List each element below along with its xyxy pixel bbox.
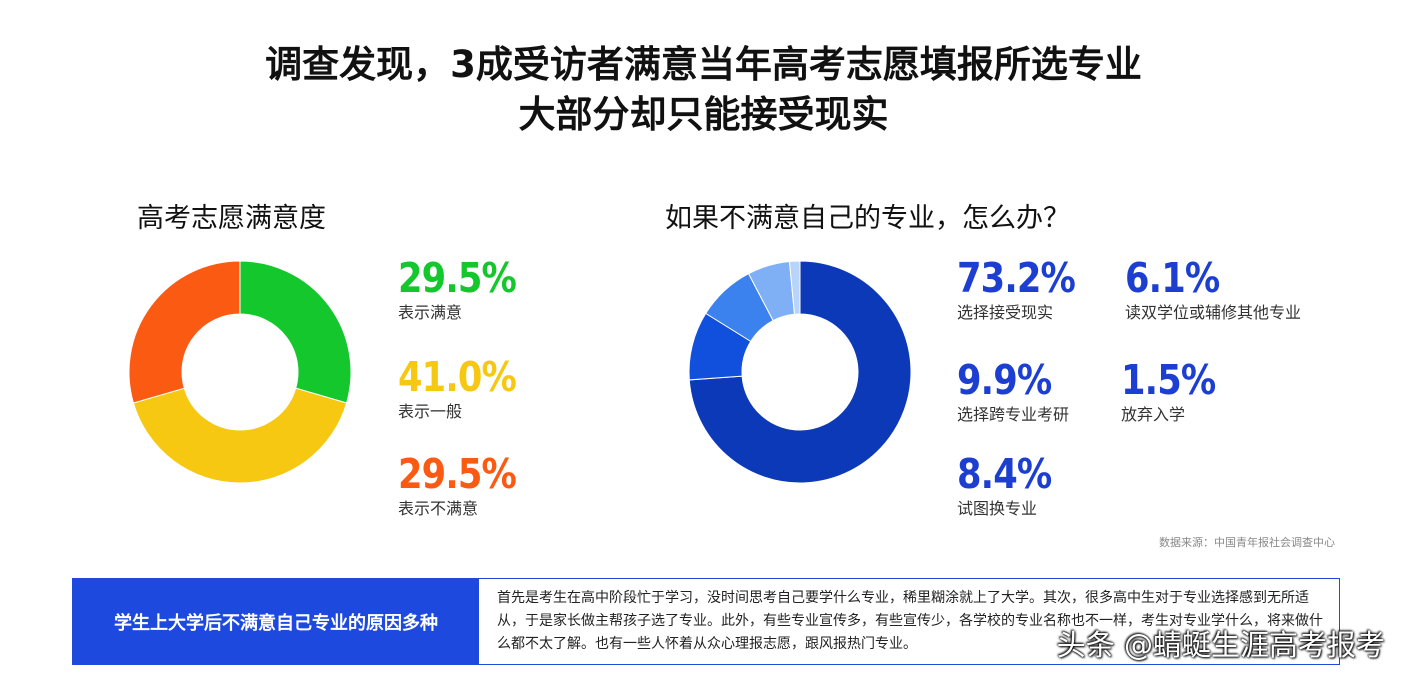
donut-slice-1 xyxy=(132,387,348,484)
stat-label: 表示一般 xyxy=(398,402,463,421)
stat-change-major: 8.4% 试图换专业 xyxy=(957,452,1067,520)
action-chart-title: 如果不满意自己的专业，怎么办？ xyxy=(665,203,1070,234)
stat-value: 9.9% xyxy=(957,356,1052,404)
action-donut-chart xyxy=(688,260,912,484)
stat-give-up: 1.5% 放弃入学 xyxy=(1121,358,1231,426)
stat-value: 29.5% xyxy=(398,450,517,498)
reason-text: 首先是考生在高中阶段忙于学习，没时间思考自己要学什么专业，稀里糊涂就上了大学。其… xyxy=(497,590,1323,652)
stat-label: 选择跨专业考研 xyxy=(957,405,1070,424)
satisfaction-donut-chart xyxy=(128,260,352,484)
stat-cross-major-exam: 9.9% 选择跨专业考研 xyxy=(957,358,1069,426)
donut-slice-0 xyxy=(688,260,912,484)
title-line-2: 大部分却只能接受现实 xyxy=(518,93,889,136)
stat-value: 41.0% xyxy=(398,353,517,401)
stat-label: 放弃入学 xyxy=(1121,405,1186,424)
satisfaction-chart-title: 高考志愿满意度 xyxy=(137,203,326,234)
reason-heading: 学生上大学后不满意自己专业的原因多种 xyxy=(73,579,479,664)
stat-accept-reality: 73.2% 选择接受现实 xyxy=(957,256,1094,324)
stat-value: 8.4% xyxy=(957,450,1052,498)
donut-slice-4 xyxy=(788,260,801,315)
stat-unsatisfied: 29.5% 表示不满意 xyxy=(398,452,535,520)
stat-value: 73.2% xyxy=(957,254,1076,302)
data-source: 数据来源：中国青年报社会调查中心 xyxy=(1159,536,1335,549)
stat-double-degree: 6.1% 读双学位或辅修其他专业 xyxy=(1125,256,1301,324)
stat-value: 1.5% xyxy=(1121,356,1216,404)
stat-label: 选择接受现实 xyxy=(957,303,1054,322)
stat-label: 试图换专业 xyxy=(957,499,1038,518)
reason-panel: 学生上大学后不满意自己专业的原因多种 首先是考生在高中阶段忙于学习，没时间思考自… xyxy=(72,578,1340,665)
donut-slice-2 xyxy=(128,260,241,404)
page-title: 调查发现，3成受访者满意当年高考志愿填报所选专业 大部分却只能接受现实 xyxy=(0,40,1407,140)
title-line-1: 调查发现，3成受访者满意当年高考志愿填报所选专业 xyxy=(265,43,1142,86)
stat-value: 29.5% xyxy=(398,254,517,302)
stat-value: 6.1% xyxy=(1125,254,1220,302)
watermark: 头条 @蜻蜓生涯高考报考 xyxy=(1056,628,1385,662)
stat-neutral: 41.0% 表示一般 xyxy=(398,355,535,423)
stat-label: 表示不满意 xyxy=(398,499,479,518)
stat-label: 读双学位或辅修其他专业 xyxy=(1125,303,1302,322)
stat-label: 表示满意 xyxy=(398,303,463,322)
donut-slice-0 xyxy=(239,260,352,404)
stat-satisfied: 29.5% 表示满意 xyxy=(398,256,535,324)
